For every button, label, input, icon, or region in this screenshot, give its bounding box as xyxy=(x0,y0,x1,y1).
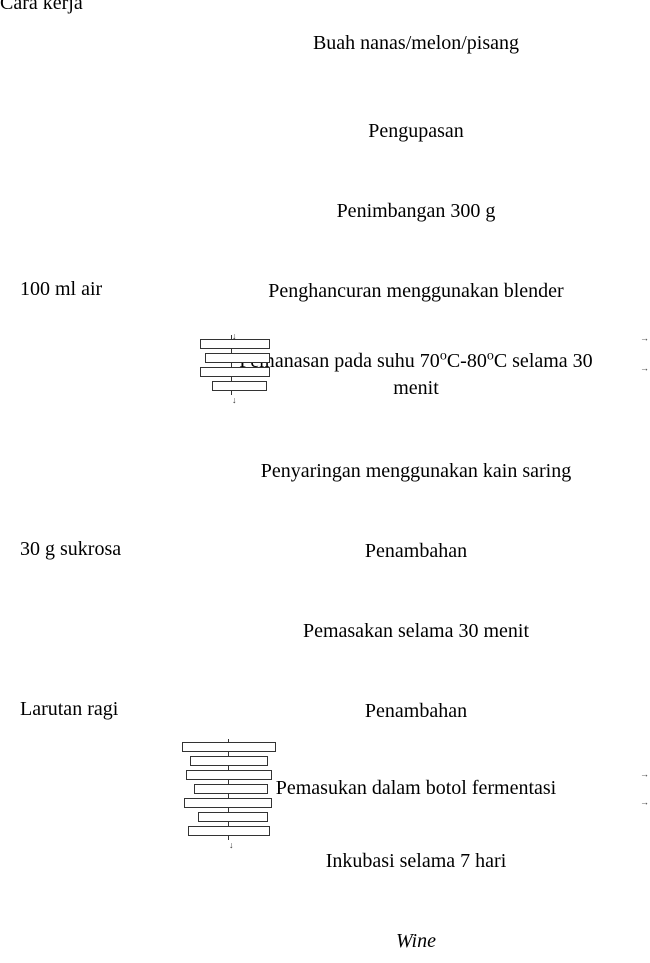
pemanasan-deg2: o xyxy=(487,348,494,363)
node-inkubasi: Inkubasi selama 7 hari xyxy=(226,848,606,875)
input-yeast: Larutan ragi xyxy=(20,698,118,721)
node-penghancuran: Penghancuran menggunakan blender xyxy=(226,278,606,305)
node-penambahan-1: Penambahan xyxy=(226,538,606,565)
mini-diagram-2-right-arrow-1: → xyxy=(640,769,649,779)
node-start: Buah nanas/melon/pisang xyxy=(226,30,606,57)
node-penyaringan: Penyaringan menggunakan kain saring xyxy=(226,458,606,485)
pemanasan-deg1: o xyxy=(440,348,447,363)
pemanasan-mid: C-80 xyxy=(447,350,487,372)
header-text: Cara kerja xyxy=(0,0,83,15)
node-pemasakan: Pemasakan selama 30 menit xyxy=(226,618,606,645)
node-result-wine: Wine xyxy=(226,928,606,955)
node-pemasukan: Pemasukan dalam botol fermentasi xyxy=(226,775,606,802)
node-penimbangan: Penimbangan 300 g xyxy=(226,198,606,225)
node-pengupasan: Pengupasan xyxy=(226,118,606,145)
mini-diagram-1-right-arrow-1: → xyxy=(640,333,649,343)
pemanasan-prefix: Pemanasan pada suhu 70 xyxy=(239,350,440,372)
node-penambahan-2: Penambahan xyxy=(226,698,606,725)
mini-diagram-2-right-arrow-2: → xyxy=(640,797,649,807)
input-water: 100 ml air xyxy=(20,278,102,301)
input-sucrose: 30 g sukrosa xyxy=(20,538,121,561)
node-pemanasan: Pemanasan pada suhu 70oC-80oC selama 30 … xyxy=(226,348,606,402)
mini-diagram-1-right-arrow-2: → xyxy=(640,363,649,373)
